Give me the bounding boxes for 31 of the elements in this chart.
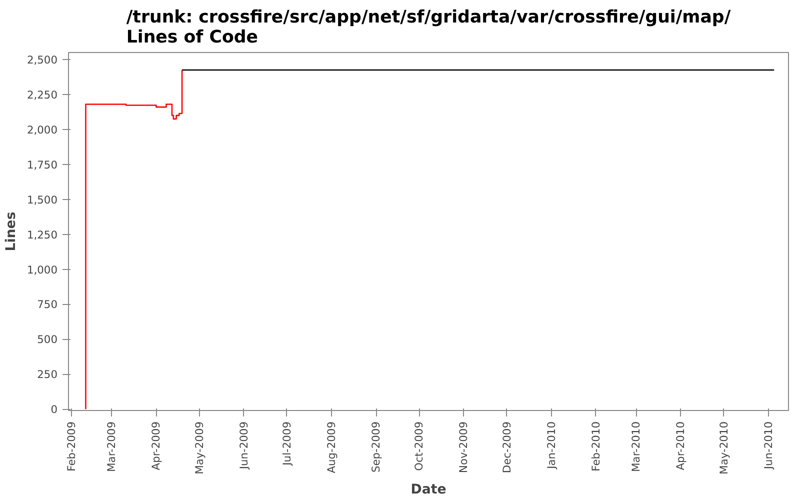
x-tick-label: Dec-2009 <box>500 421 514 474</box>
y-tick-label: 250 <box>37 368 58 382</box>
y-tick-label: 1,250 <box>26 228 58 242</box>
x-tick-label: Feb-2010 <box>589 421 602 472</box>
x-tick-label: May-2009 <box>192 421 206 474</box>
x-tick-label: Mar-2010 <box>630 421 643 472</box>
x-tick-label: Oct-2009 <box>412 421 426 471</box>
x-tick-label: Jun-2009 <box>237 421 250 470</box>
x-tick-label: Apr-2010 <box>674 421 688 470</box>
x-axis-title: Date <box>410 482 446 498</box>
y-tick-label: 1,000 <box>26 263 58 276</box>
y-tick-label: 2,000 <box>26 123 58 136</box>
x-tick-label: May-2010 <box>717 421 730 474</box>
x-tick-label: Jan-2010 <box>544 421 558 470</box>
y-tick-label: 2,250 <box>26 88 58 102</box>
y-tick-label: 2,500 <box>26 53 58 66</box>
y-axis-title: Lines <box>4 212 19 252</box>
x-tick-label: Nov-2009 <box>457 421 470 473</box>
x-tick-label: Sep-2009 <box>370 421 383 473</box>
chart-title: /trunk: crossfire/src/app/net/sf/gridarta/var/crossfire/gui/map/ Lines of Code <box>126 8 732 48</box>
x-tick-label: Jul-2009 <box>280 421 294 466</box>
y-tick-label: 500 <box>37 333 58 346</box>
y-tick-label: 1,500 <box>26 193 58 206</box>
x-tick-label: Jun-2010 <box>762 421 775 470</box>
x-tick-label: Feb-2009 <box>64 421 78 472</box>
y-tick-label: 0 <box>50 403 58 416</box>
x-tick-label: Mar-2009 <box>105 421 118 472</box>
x-tick-label: Apr-2009 <box>150 421 163 470</box>
x-tick-label: Aug-2009 <box>324 421 338 474</box>
y-tick-label: 1,750 <box>26 158 58 172</box>
y-tick-label: 750 <box>37 298 58 312</box>
